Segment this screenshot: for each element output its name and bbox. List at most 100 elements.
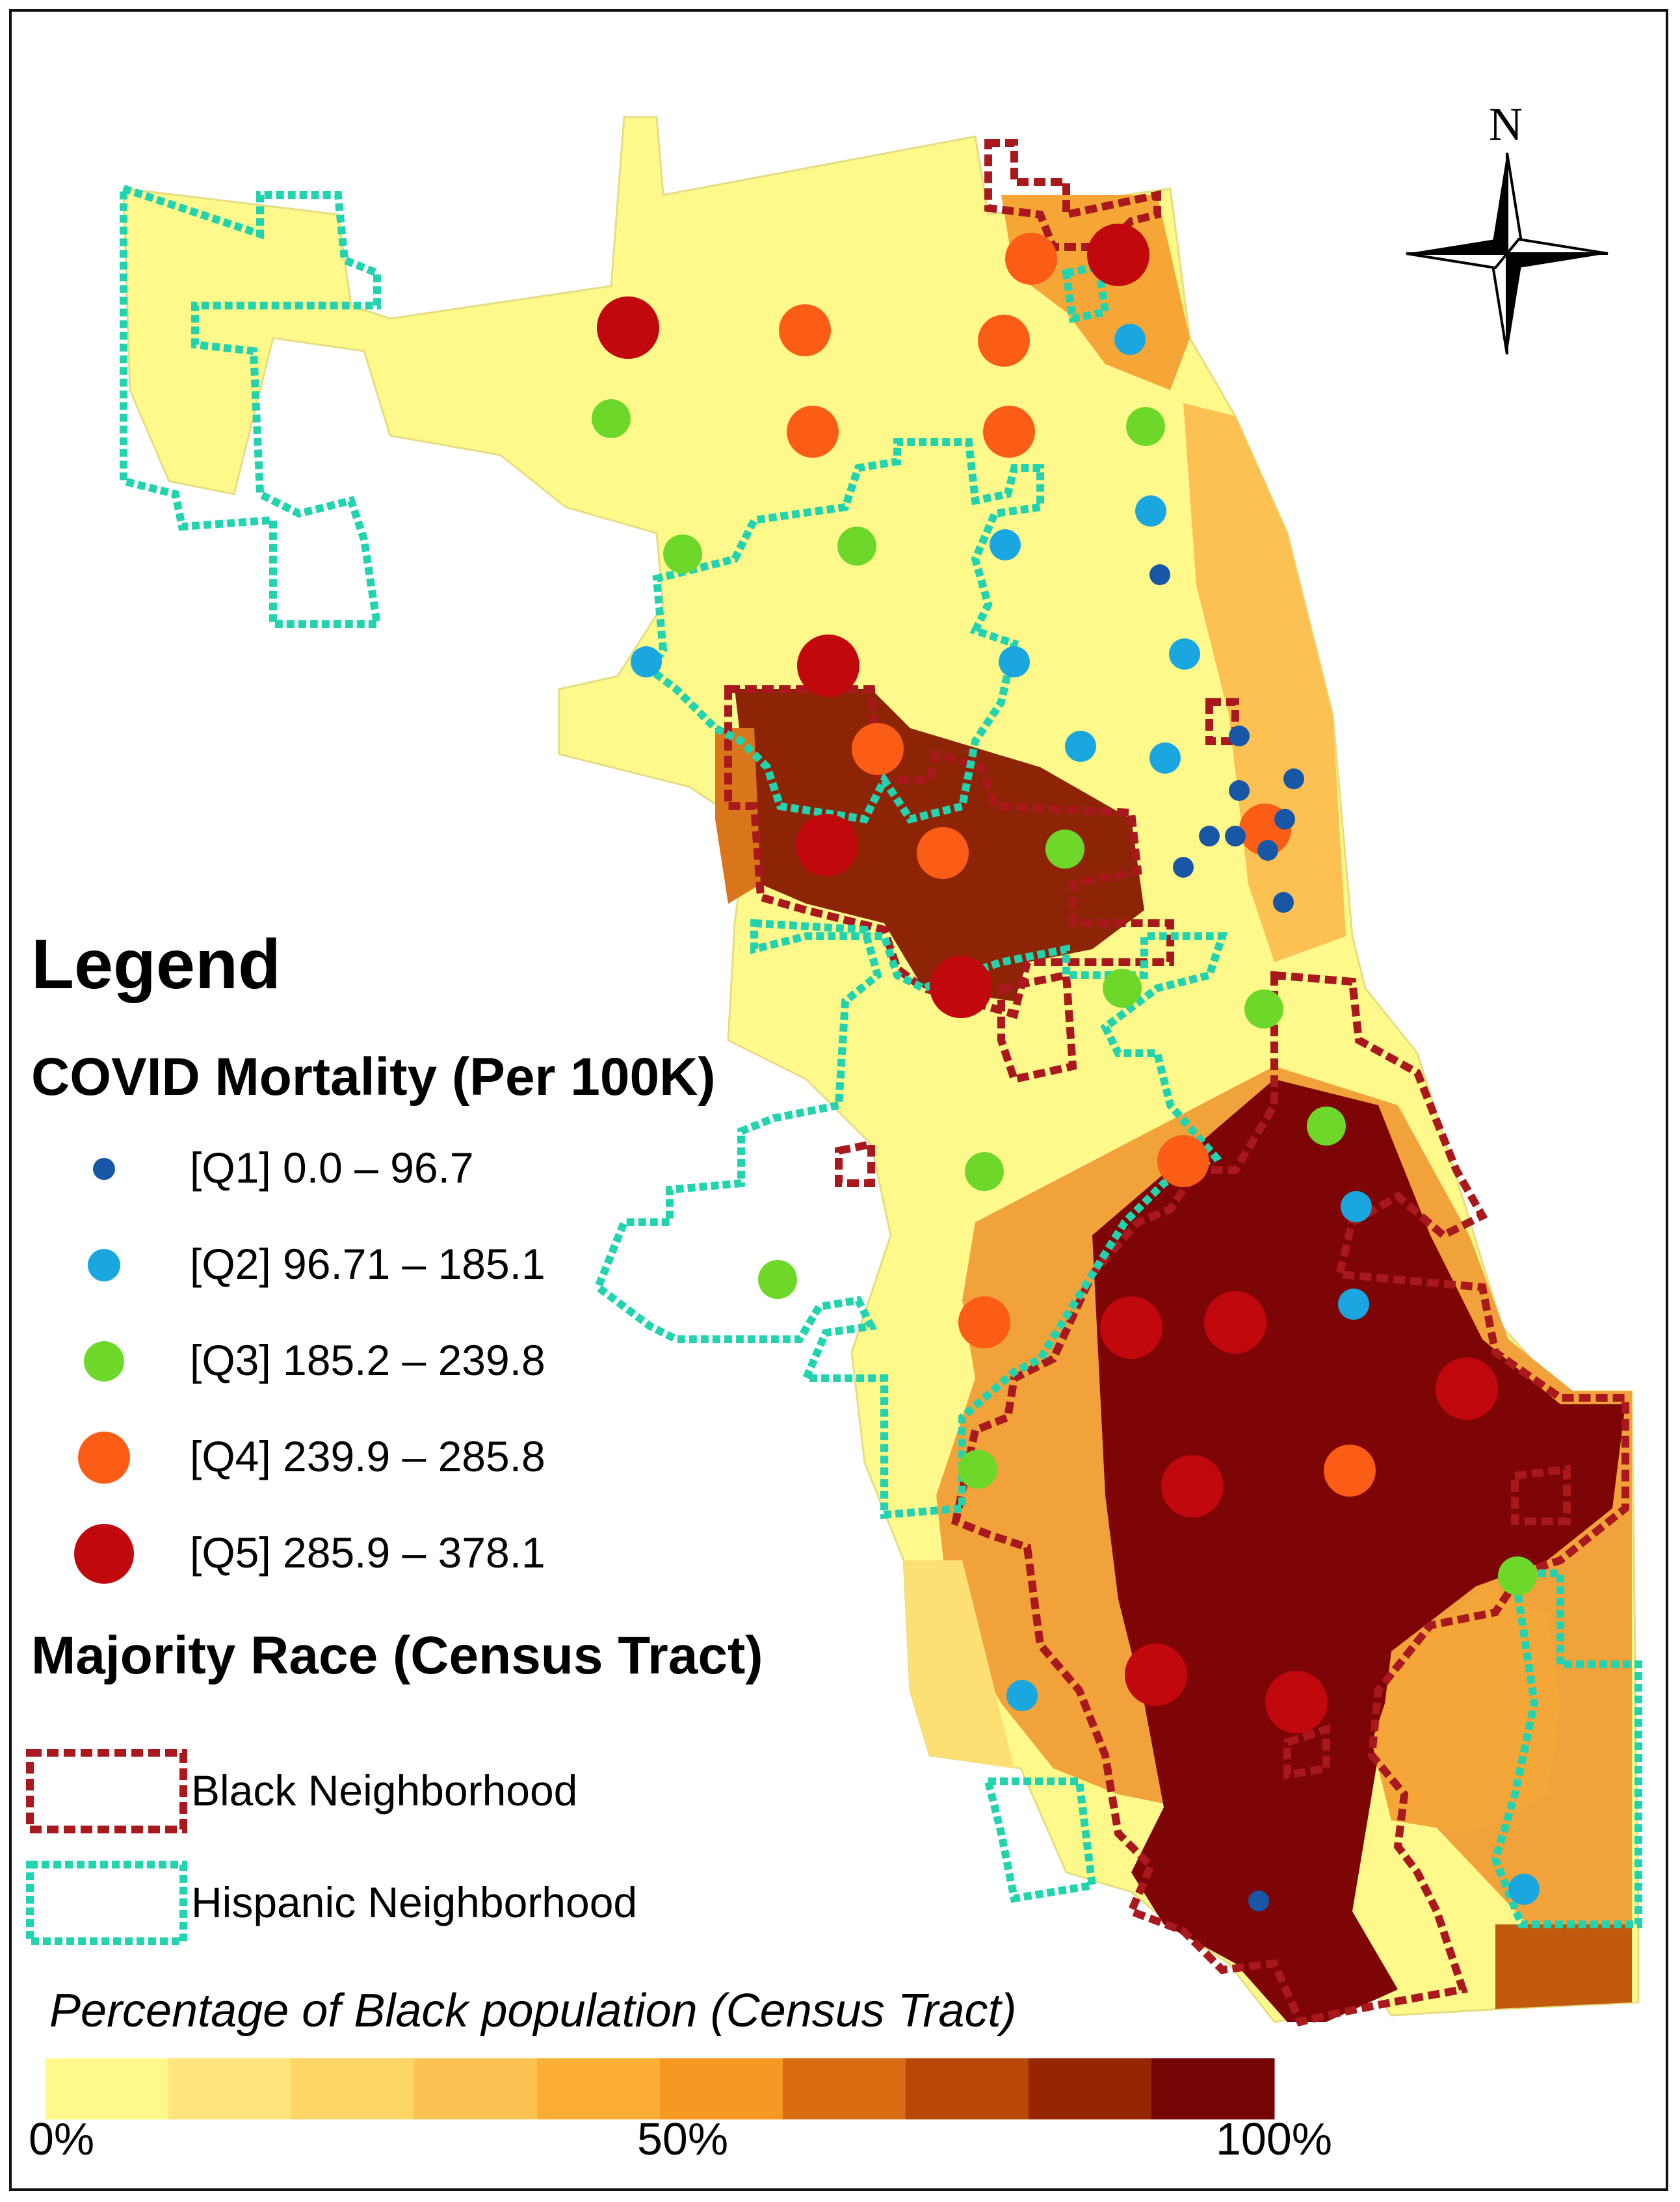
- q3-point: [1498, 1556, 1537, 1595]
- hispanic-outline-central: [644, 438, 1044, 824]
- mortality-legend-title: COVID Mortality (Per 100K): [31, 1047, 716, 1107]
- black-outline-south-1: [1283, 1724, 1330, 1780]
- tract-southeast-orange: [1372, 1586, 1560, 1833]
- q3-point: [592, 399, 631, 438]
- q3-point: [958, 1450, 997, 1489]
- q5-point: [1100, 1296, 1162, 1359]
- q5-point: [1161, 1455, 1224, 1517]
- q1-point: [1229, 780, 1250, 801]
- black-outline-east: [1511, 1465, 1571, 1525]
- ramp-swatch: [783, 2058, 906, 2119]
- q3-point: [1307, 1107, 1346, 1146]
- q5-point: [797, 635, 860, 697]
- legend-q2-label: [Q2] 96.71 – 185.1: [190, 1240, 545, 1288]
- hispanic-neighborhood-label: Hispanic Neighborhood: [191, 1878, 638, 1926]
- q3-point: [837, 527, 876, 566]
- q3-point: [663, 534, 702, 573]
- ramp-title: Percentage of Black population (Census T…: [49, 1985, 1017, 2037]
- legend-q1-symbol: [93, 1158, 115, 1180]
- legend-q5-label: [Q5] 285.9 – 378.1: [190, 1528, 545, 1577]
- q1-point: [1257, 840, 1278, 861]
- q4-point: [983, 406, 1035, 458]
- q2-point: [1149, 742, 1181, 774]
- black-outline-small-1: [835, 1139, 875, 1187]
- black-outline-south: [951, 971, 1629, 2027]
- mortality-points: [592, 224, 1540, 1911]
- q1-point: [1248, 1891, 1269, 1911]
- q1-point: [1283, 768, 1304, 789]
- q4-point: [978, 315, 1030, 367]
- ramp-tick-100: 100%: [1216, 2114, 1333, 2164]
- ramp-swatch: [537, 2058, 661, 2119]
- q5-point: [1204, 1291, 1267, 1354]
- legend-black-outline-swatch: [26, 1749, 187, 1833]
- ramp-tick-0: 0%: [29, 2114, 95, 2164]
- legend-q1-label: [Q1] 0.0 – 96.7: [190, 1144, 474, 1192]
- q2-point: [1006, 1680, 1038, 1711]
- q2-point: [1135, 495, 1166, 527]
- q4-point: [1324, 1445, 1376, 1497]
- q2-point: [990, 529, 1021, 560]
- q4-point: [787, 406, 839, 458]
- q2-point: [1341, 1191, 1372, 1222]
- legend-symbols: [26, 1158, 187, 1945]
- ramp-swatch: [414, 2058, 538, 2119]
- hispanic-neighborhood-outlines: [120, 183, 1642, 1928]
- black-outline-small-2: [1205, 698, 1239, 745]
- black-population-ramp: [46, 2058, 1275, 2119]
- q1-point: [1229, 726, 1250, 746]
- north-label: N: [1489, 98, 1523, 150]
- q2-point: [999, 646, 1030, 677]
- q3-point: [1126, 407, 1165, 446]
- q4-point: [852, 723, 904, 775]
- q1-point: [1149, 564, 1170, 585]
- q4-point: [917, 827, 969, 879]
- legend-hispanic-outline-swatch: [26, 1861, 187, 1945]
- q2-point: [1065, 731, 1096, 762]
- q2-point: [631, 646, 662, 677]
- ramp-swatch: [1029, 2058, 1152, 2119]
- race-legend-title: Majority Race (Census Tract): [31, 1626, 763, 1685]
- tract-lakefront-orange: [1183, 403, 1346, 962]
- hispanic-outline-southwest: [593, 919, 1228, 1519]
- q1-point: [1199, 826, 1220, 846]
- hispanic-outline-southeast: [1491, 1569, 1642, 1928]
- q5-point: [1087, 224, 1149, 286]
- tract-southwest-light: [904, 1560, 1014, 1768]
- ramp-swatch: [1151, 2058, 1275, 2119]
- ramp-swatch: [291, 2058, 415, 2119]
- q5-point: [1436, 1357, 1498, 1420]
- legend-title: Legend: [31, 924, 282, 1003]
- q3-point: [1045, 830, 1084, 869]
- q3-point: [1244, 990, 1283, 1029]
- north-arrow-icon: [1406, 152, 1608, 355]
- ramp-swatch: [906, 2058, 1029, 2119]
- map-frame: [9, 9, 1668, 2191]
- black-outline-mid: [997, 970, 1077, 1084]
- q2-point: [1114, 324, 1146, 355]
- legend-q5-symbol: [74, 1524, 134, 1584]
- q4-point: [1005, 233, 1057, 285]
- q5-point: [796, 814, 858, 876]
- q1-point: [1173, 857, 1194, 878]
- q5-point: [930, 956, 992, 1018]
- legend-q3-symbol: [84, 1341, 124, 1382]
- q3-point: [965, 1152, 1004, 1191]
- q5-point: [1265, 1671, 1328, 1733]
- ramp-tick-50: 50%: [637, 2114, 729, 2164]
- tract-west-mid: [715, 728, 761, 904]
- ramp-swatch: [660, 2058, 783, 2119]
- legend-q4-symbol: [78, 1432, 130, 1484]
- hispanic-outline-far-south: [983, 1777, 1097, 1903]
- legend-q2-symbol: [88, 1249, 120, 1281]
- legend-q4-label: [Q4] 239.9 – 285.8: [190, 1432, 545, 1480]
- q5-point: [597, 296, 659, 359]
- ramp-swatch: [46, 2058, 169, 2119]
- q1-point: [1225, 826, 1246, 846]
- q4-point: [779, 304, 831, 356]
- black-neighborhood-outlines: [724, 139, 1629, 2027]
- q2-point: [1338, 1289, 1369, 1320]
- q2-point: [1169, 638, 1200, 670]
- black-outline-north: [984, 139, 1161, 251]
